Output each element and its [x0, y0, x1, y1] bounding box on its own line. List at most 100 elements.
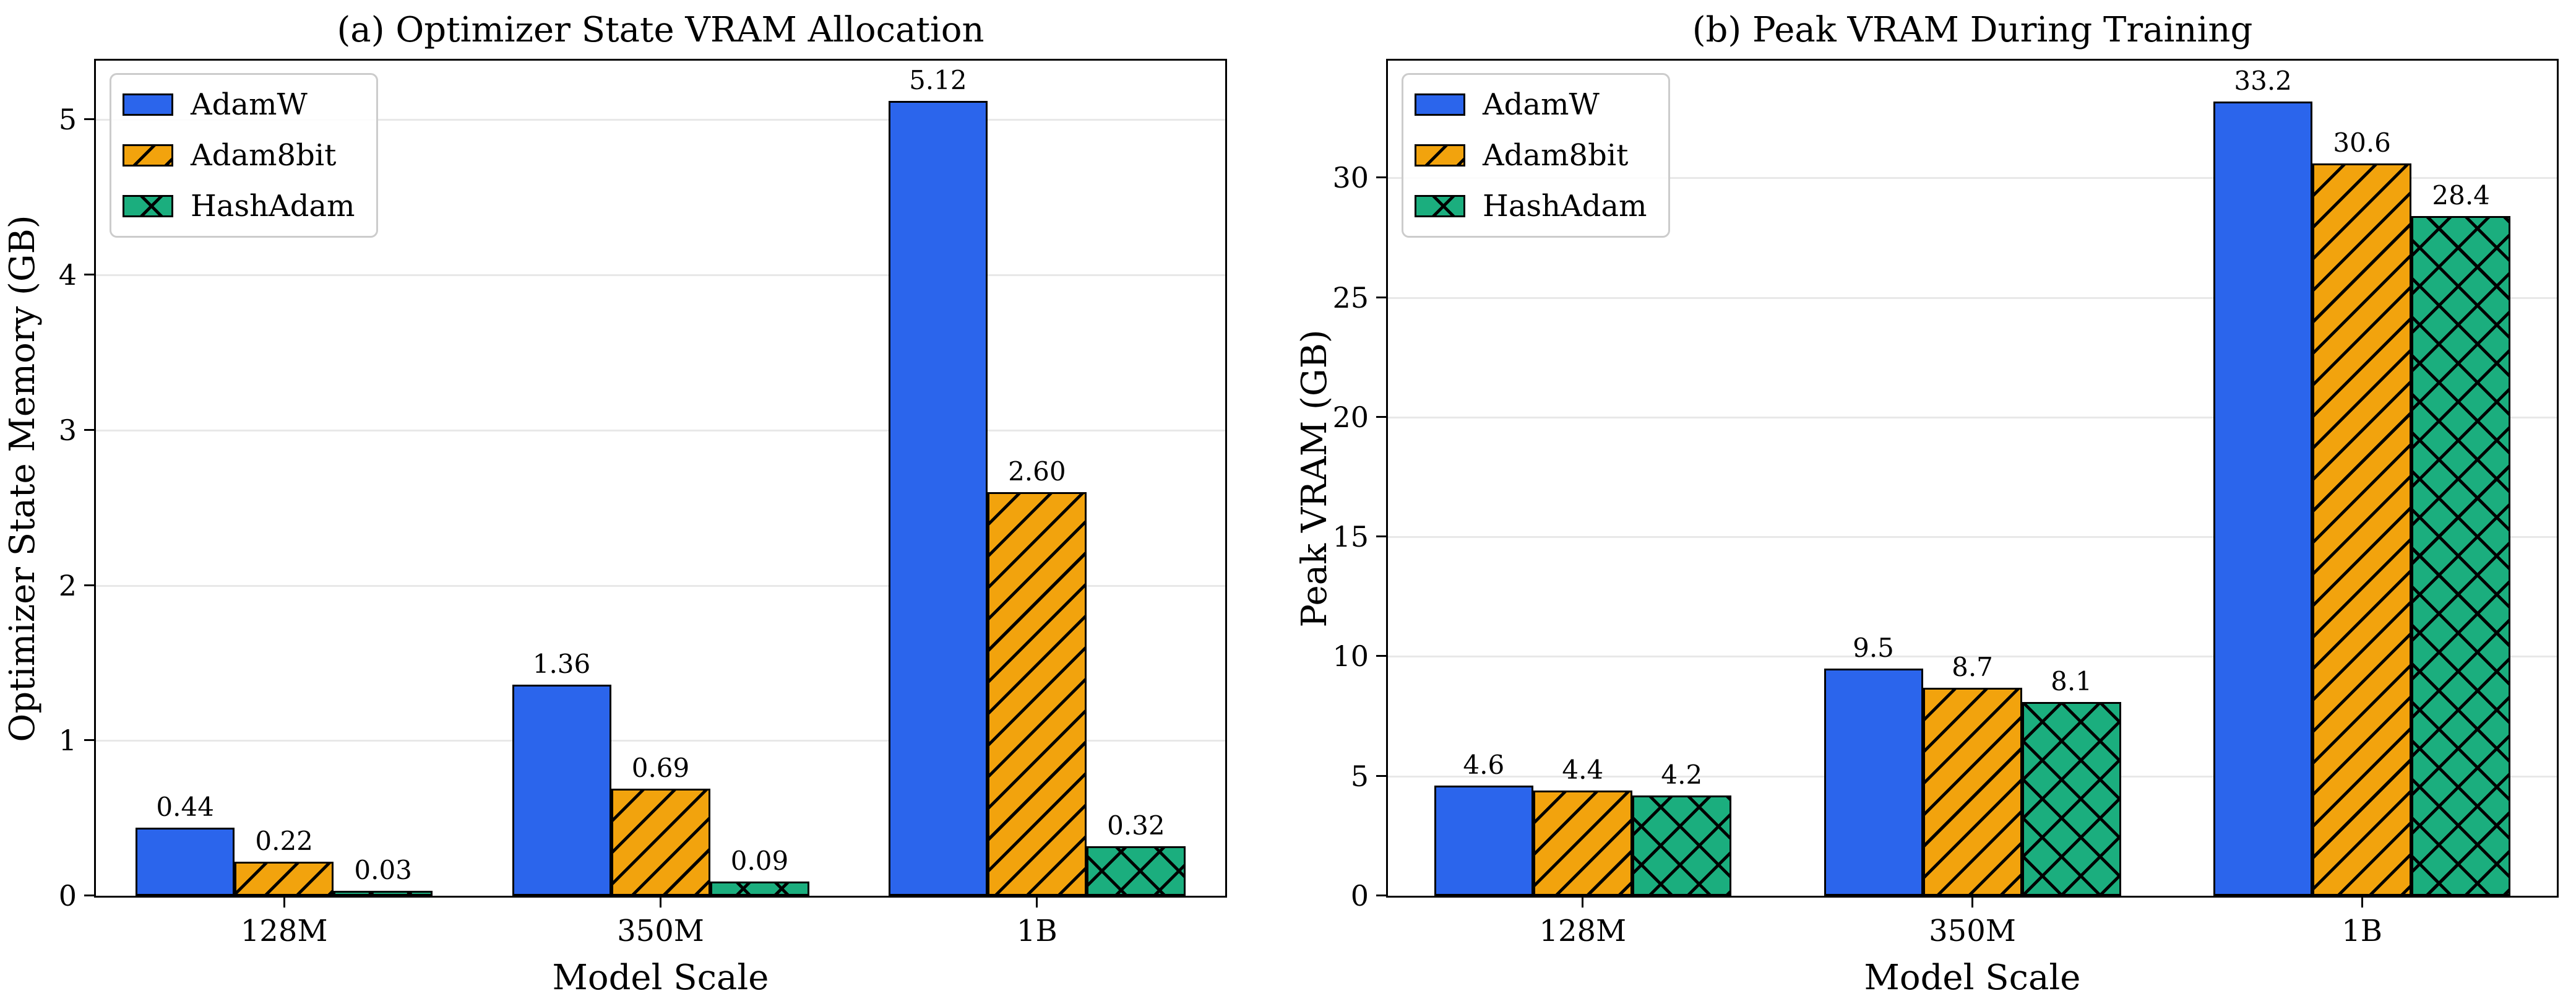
chart-title: (b) Peak VRAM During Training	[1692, 10, 2253, 50]
bar-value-label: 0.32	[1107, 810, 1165, 841]
bar-value-label: 30.6	[2333, 128, 2391, 158]
legend-item-hashadam: HashAdam	[1415, 189, 1647, 223]
bar-adam8bit-128m	[235, 861, 334, 896]
plot-area: 4.6 4.4 4.2 9.5 8.7 8.1 33.2 30.6 28.4 AdamW Adam8…	[1386, 59, 2559, 898]
x-tick-label: 1B	[2341, 914, 2383, 948]
x-tick-label: 1B	[1016, 914, 1058, 948]
x-tick-mark	[660, 898, 661, 908]
bar-adamw-1b	[2213, 101, 2313, 896]
x-tick-label: 350M	[1929, 914, 2016, 948]
legend-swatch-adamw	[123, 93, 173, 116]
bar-adamw-350m	[1824, 668, 1923, 896]
bar-value-label: 0.44	[156, 791, 214, 822]
bar-adamw-128m	[1434, 786, 1533, 896]
y-tick-label: 0	[1350, 879, 1369, 912]
y-tick-mark	[84, 584, 94, 586]
bar-value-label: 28.4	[2432, 180, 2490, 211]
y-tick-label: 3	[58, 413, 77, 447]
x-tick-mark	[1971, 898, 1973, 908]
bar-value-label: 4.2	[1661, 759, 1703, 790]
x-axis-label: Model Scale	[1864, 958, 2081, 998]
gridline	[96, 740, 1225, 742]
legend-label: Adam8bit	[191, 138, 337, 173]
x-tick-label: 128M	[240, 914, 328, 948]
bar-value-label: 8.1	[2051, 665, 2092, 696]
legend-swatch-hashadam	[123, 195, 173, 217]
bar-adam8bit-128m	[1533, 790, 1632, 896]
y-tick-mark	[1376, 176, 1386, 179]
bar-value-label: 33.2	[2234, 65, 2292, 96]
legend-swatch-hashadam	[1415, 195, 1465, 217]
bar-adam8bit-1b	[987, 492, 1087, 896]
bar-value-label: 8.7	[1952, 651, 1993, 682]
legend: AdamW Adam8bit HashAdam	[1402, 73, 1670, 238]
x-axis-label: Model Scale	[552, 958, 769, 998]
bar-value-label: 0.69	[631, 752, 690, 783]
gridline	[1388, 536, 2557, 539]
y-tick-label: 25	[1332, 280, 1369, 314]
plot-area: 0.44 0.22 0.03 1.36 0.69 0.09 5.12 2.60 0.32 Adam…	[94, 59, 1227, 898]
y-tick-mark	[84, 895, 94, 896]
y-tick-mark	[1376, 774, 1386, 777]
y-axis-label: Peak VRAM (GB)	[1294, 329, 1335, 628]
bar-value-label: 4.4	[1562, 754, 1604, 785]
y-tick-label: 1	[58, 724, 77, 758]
bar-hashadam-350m	[710, 882, 809, 896]
bar-value-label: 1.36	[532, 648, 591, 679]
bar-hashadam-1b	[2411, 216, 2511, 896]
legend-item-adam8bit: Adam8bit	[123, 138, 355, 173]
gridline	[1388, 656, 2557, 658]
legend-label: AdamW	[1483, 87, 1600, 122]
bar-hashadam-128m	[1632, 795, 1731, 896]
y-tick-mark	[1376, 296, 1386, 298]
bar-adam8bit-350m	[611, 789, 710, 896]
legend-swatch-adam8bit	[123, 144, 173, 167]
legend-label: HashAdam	[1483, 189, 1647, 223]
legend-swatch-adam8bit	[1415, 144, 1465, 167]
gridline	[96, 429, 1225, 431]
legend: AdamW Adam8bit HashAdam	[110, 73, 378, 238]
bar-value-label: 2.60	[1008, 456, 1066, 487]
legend-label: HashAdam	[191, 189, 355, 223]
y-tick-mark	[84, 428, 94, 431]
y-tick-label: 15	[1332, 520, 1369, 554]
bar-adam8bit-350m	[1923, 687, 2022, 896]
y-tick-mark	[84, 274, 94, 276]
y-tick-label: 5	[58, 103, 77, 137]
gridline	[1388, 416, 2557, 418]
gridline	[96, 119, 1225, 121]
legend-item-adamw: AdamW	[1415, 87, 1647, 122]
y-axis-label: Optimizer State Memory (GB)	[2, 214, 43, 742]
bar-adamw-350m	[512, 685, 611, 896]
y-tick-mark	[1376, 535, 1386, 538]
legend-swatch-adamw	[1415, 93, 1465, 116]
legend-item-adamw: AdamW	[123, 87, 355, 122]
y-tick-label: 2	[58, 568, 77, 602]
chart-title: (a) Optimizer State VRAM Allocation	[337, 10, 984, 50]
bar-hashadam-1b	[1086, 846, 1186, 896]
bar-hashadam-128m	[334, 891, 433, 896]
y-tick-label: 5	[1350, 759, 1369, 793]
x-tick-mark	[283, 898, 285, 908]
legend-label: Adam8bit	[1483, 138, 1629, 173]
y-tick-mark	[84, 118, 94, 121]
legend-item-hashadam: HashAdam	[123, 189, 355, 223]
gridline	[1388, 177, 2557, 180]
bar-value-label: 4.6	[1463, 750, 1505, 781]
bar-value-label: 0.03	[354, 855, 412, 886]
x-tick-mark	[1582, 898, 1584, 908]
x-tick-mark	[1036, 898, 1038, 908]
bar-hashadam-350m	[2022, 701, 2121, 896]
y-tick-mark	[1376, 655, 1386, 657]
gridline	[96, 584, 1225, 587]
gridline	[96, 274, 1225, 277]
bar-adamw-128m	[136, 827, 235, 896]
y-tick-mark	[1376, 895, 1386, 896]
x-tick-mark	[2361, 898, 2363, 908]
y-tick-label: 4	[58, 258, 77, 292]
bar-adam8bit-1b	[2312, 163, 2412, 896]
bar-adamw-1b	[888, 101, 988, 896]
y-tick-mark	[1376, 415, 1386, 418]
gridline	[1388, 297, 2557, 299]
